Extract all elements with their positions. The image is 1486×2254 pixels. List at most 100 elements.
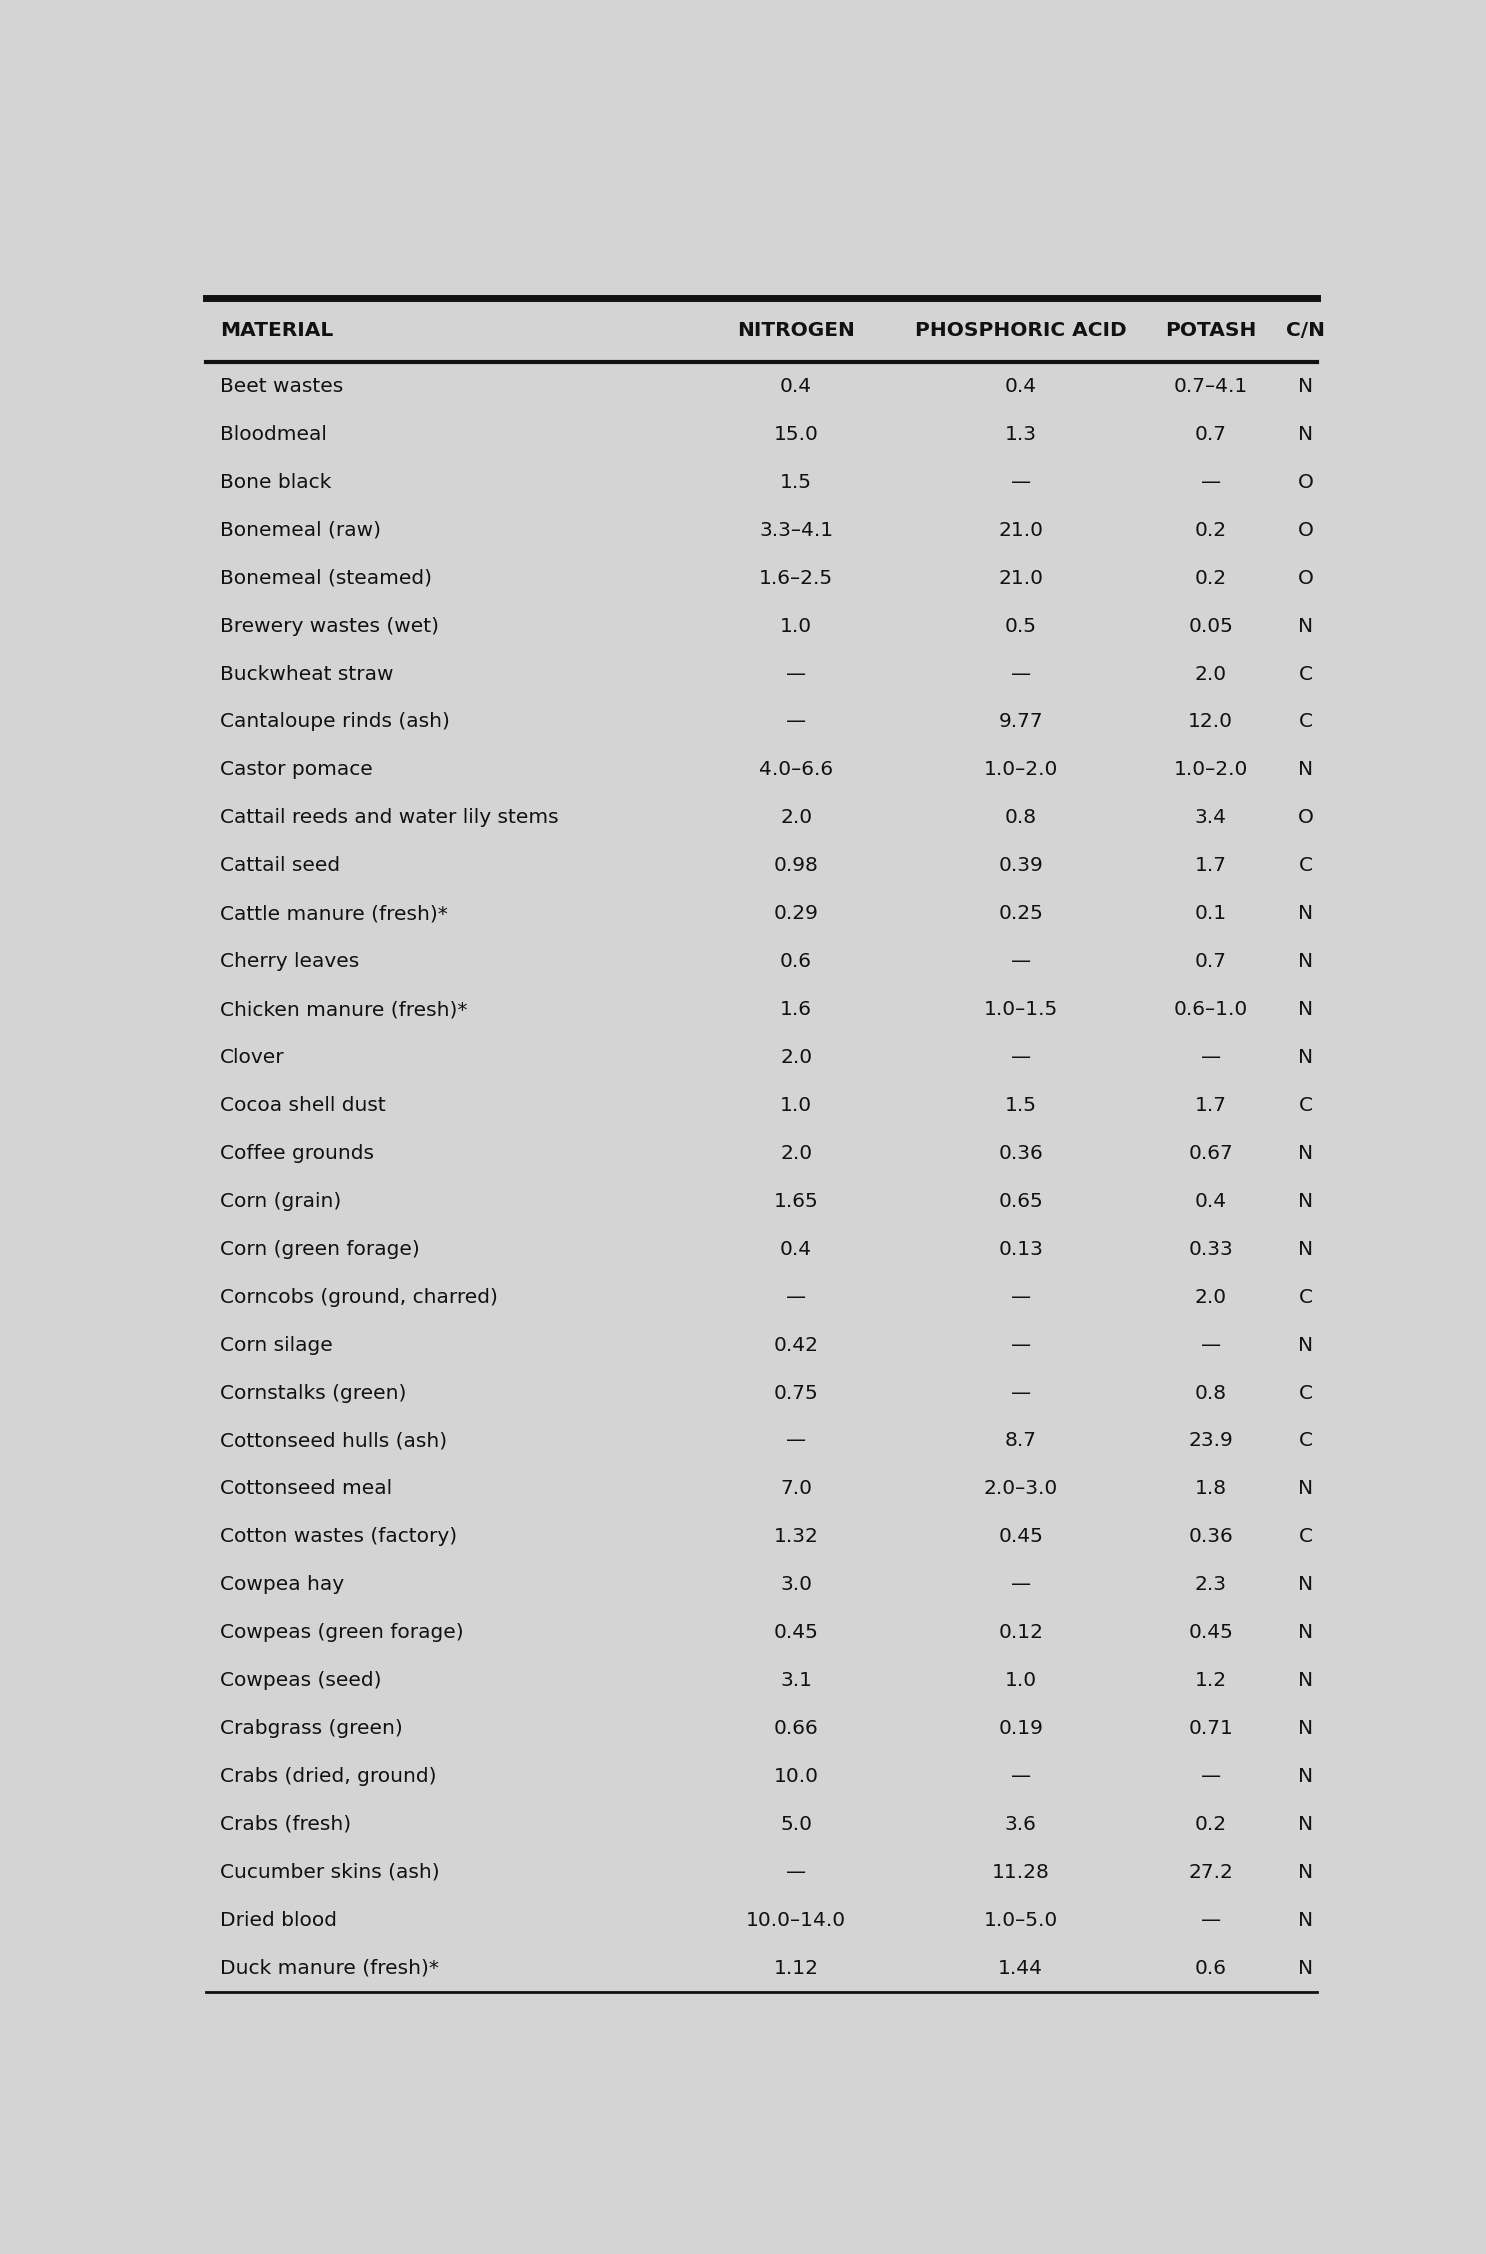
Text: N: N (1299, 1720, 1314, 1738)
Text: 8.7: 8.7 (1005, 1431, 1037, 1452)
Text: 2.0: 2.0 (780, 1143, 813, 1163)
Text: N: N (1299, 1048, 1314, 1066)
Text: 3.6: 3.6 (1005, 1814, 1037, 1835)
Text: Cotton wastes (factory): Cotton wastes (factory) (220, 1528, 458, 1546)
Text: 1.7: 1.7 (1195, 857, 1227, 875)
Text: 0.33: 0.33 (1189, 1240, 1233, 1258)
Text: 10.0: 10.0 (774, 1767, 819, 1785)
Text: N: N (1299, 951, 1314, 971)
Text: 1.44: 1.44 (999, 1959, 1043, 1977)
Text: 3.3–4.1: 3.3–4.1 (759, 521, 834, 539)
Text: 0.8: 0.8 (1195, 1384, 1227, 1402)
Text: N: N (1299, 376, 1314, 397)
Text: 23.9: 23.9 (1189, 1431, 1233, 1452)
Text: 15.0: 15.0 (774, 424, 819, 444)
Text: N: N (1299, 1911, 1314, 1929)
Text: 1.0: 1.0 (780, 618, 813, 636)
Text: N: N (1299, 1337, 1314, 1355)
Text: C: C (1299, 857, 1312, 875)
Text: N: N (1299, 618, 1314, 636)
Text: 0.6: 0.6 (1195, 1959, 1227, 1977)
Text: N: N (1299, 1623, 1314, 1643)
Text: 1.8: 1.8 (1195, 1479, 1227, 1499)
Text: 12.0: 12.0 (1189, 712, 1233, 733)
Text: Cottonseed hulls (ash): Cottonseed hulls (ash) (220, 1431, 447, 1452)
Text: 0.66: 0.66 (774, 1720, 819, 1738)
Text: 0.5: 0.5 (1005, 618, 1037, 636)
Text: N: N (1299, 1862, 1314, 1882)
Text: 9.77: 9.77 (999, 712, 1043, 733)
Text: —: — (1010, 1287, 1031, 1307)
Text: 0.45: 0.45 (1189, 1623, 1233, 1643)
Text: Cattail seed: Cattail seed (220, 857, 340, 875)
Text: —: — (1010, 1337, 1031, 1355)
Text: 0.13: 0.13 (999, 1240, 1043, 1258)
Text: 0.71: 0.71 (1189, 1720, 1233, 1738)
Text: Cowpeas (seed): Cowpeas (seed) (220, 1670, 382, 1690)
Text: —: — (1010, 1576, 1031, 1594)
Text: 1.3: 1.3 (1005, 424, 1037, 444)
Text: 3.0: 3.0 (780, 1576, 813, 1594)
Text: Dried blood: Dried blood (220, 1911, 337, 1929)
Text: O: O (1297, 568, 1314, 588)
Text: C: C (1299, 1431, 1312, 1452)
Text: C: C (1299, 1384, 1312, 1402)
Text: C: C (1299, 1287, 1312, 1307)
Text: POTASH: POTASH (1165, 320, 1256, 340)
Text: 0.7: 0.7 (1195, 424, 1227, 444)
Text: —: — (1201, 1337, 1221, 1355)
Text: C: C (1299, 665, 1312, 683)
Text: 0.45: 0.45 (999, 1528, 1043, 1546)
Text: 1.0: 1.0 (1005, 1670, 1037, 1690)
Text: 0.6: 0.6 (780, 951, 813, 971)
Text: C/N: C/N (1287, 320, 1326, 340)
Text: MATERIAL: MATERIAL (220, 320, 333, 340)
Text: 1.32: 1.32 (774, 1528, 819, 1546)
Text: —: — (1010, 1767, 1031, 1785)
Text: PHOSPHORIC ACID: PHOSPHORIC ACID (915, 320, 1126, 340)
Text: C: C (1299, 712, 1312, 733)
Text: 0.65: 0.65 (999, 1192, 1043, 1210)
Text: 0.4: 0.4 (780, 1240, 813, 1258)
Text: Crabs (fresh): Crabs (fresh) (220, 1814, 351, 1835)
Text: 3.1: 3.1 (780, 1670, 813, 1690)
Text: —: — (1201, 1911, 1221, 1929)
Text: 11.28: 11.28 (991, 1862, 1049, 1882)
Text: Corn (green forage): Corn (green forage) (220, 1240, 421, 1258)
Text: —: — (1010, 1384, 1031, 1402)
Text: Buckwheat straw: Buckwheat straw (220, 665, 394, 683)
Text: 0.4: 0.4 (1005, 376, 1037, 397)
Text: N: N (1299, 1192, 1314, 1210)
Text: 2.0: 2.0 (1195, 665, 1227, 683)
Text: 0.05: 0.05 (1189, 618, 1233, 636)
Text: 0.2: 0.2 (1195, 1814, 1227, 1835)
Text: 0.29: 0.29 (774, 904, 819, 924)
Text: N: N (1299, 1240, 1314, 1258)
Text: N: N (1299, 1959, 1314, 1977)
Text: Cowpea hay: Cowpea hay (220, 1576, 345, 1594)
Text: C: C (1299, 1528, 1312, 1546)
Text: N: N (1299, 1143, 1314, 1163)
Text: O: O (1297, 809, 1314, 827)
Text: O: O (1297, 521, 1314, 539)
Text: Corncobs (ground, charred): Corncobs (ground, charred) (220, 1287, 498, 1307)
Text: 0.36: 0.36 (999, 1143, 1043, 1163)
Text: Bloodmeal: Bloodmeal (220, 424, 327, 444)
Text: 2.0: 2.0 (780, 1048, 813, 1066)
Text: 0.19: 0.19 (999, 1720, 1043, 1738)
Text: 2.0: 2.0 (1195, 1287, 1227, 1307)
Text: NITROGEN: NITROGEN (737, 320, 854, 340)
Text: —: — (1201, 1048, 1221, 1066)
Text: —: — (1010, 473, 1031, 491)
Text: 0.2: 0.2 (1195, 521, 1227, 539)
Text: —: — (786, 712, 807, 733)
Text: —: — (786, 665, 807, 683)
Text: Crabs (dried, ground): Crabs (dried, ground) (220, 1767, 437, 1785)
Text: 1.5: 1.5 (1005, 1095, 1037, 1116)
Text: C: C (1299, 1095, 1312, 1116)
Text: 0.36: 0.36 (1189, 1528, 1233, 1546)
Text: Cocoa shell dust: Cocoa shell dust (220, 1095, 386, 1116)
Text: 1.0–1.5: 1.0–1.5 (984, 1001, 1058, 1019)
Text: 1.0: 1.0 (780, 1095, 813, 1116)
Text: 1.5: 1.5 (780, 473, 813, 491)
